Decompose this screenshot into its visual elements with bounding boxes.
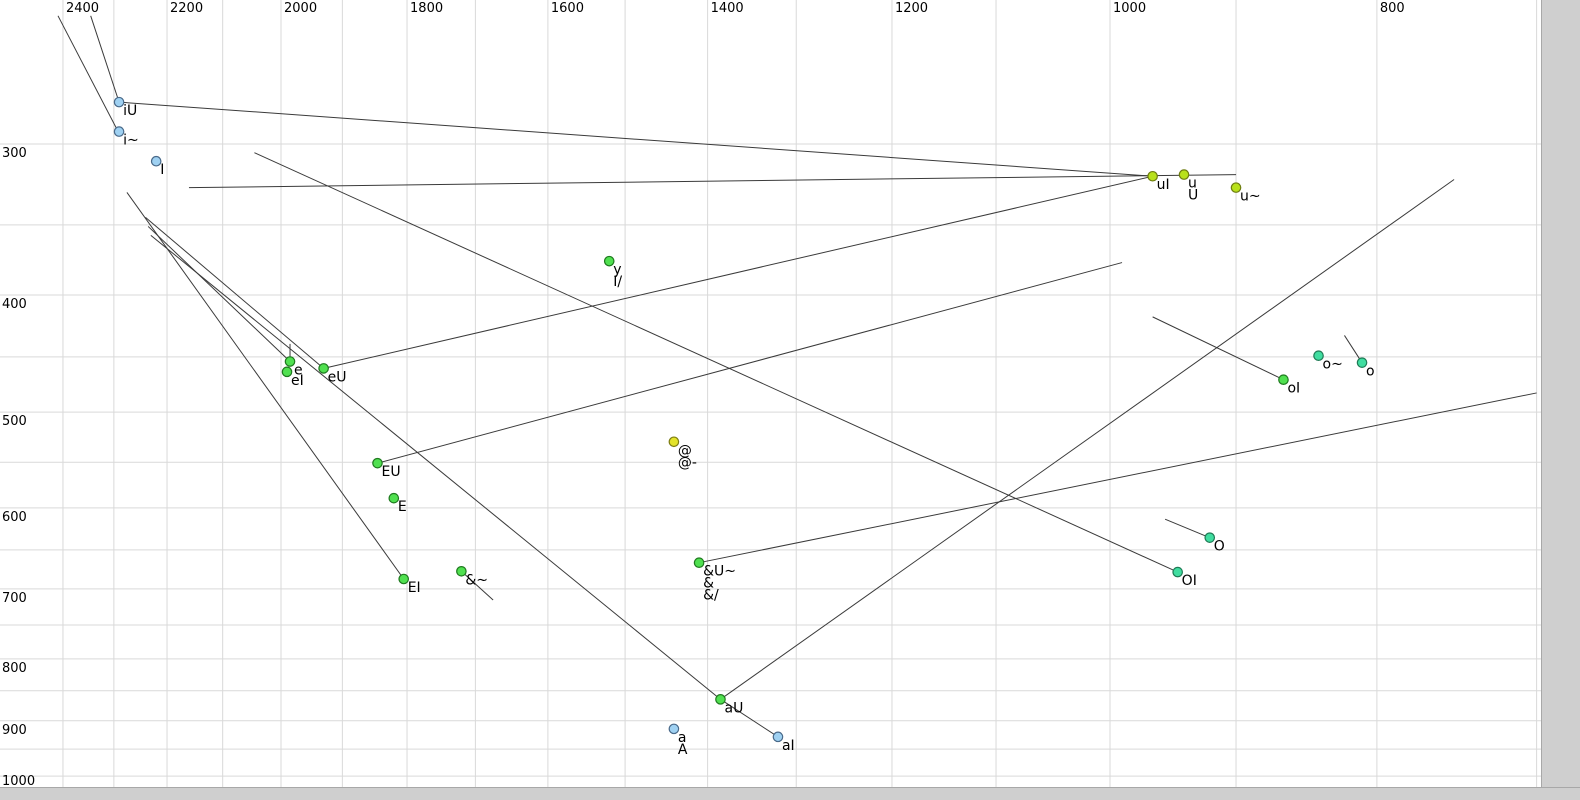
- vowel-label-&U~: &U~: [703, 564, 736, 580]
- window-right-border: [1541, 0, 1580, 800]
- x-tick-label: 1600: [551, 1, 584, 16]
- vowel-label-o~: o~: [1323, 357, 1343, 373]
- vowel-point-i~: [113, 126, 125, 137]
- x-tick-label: 2400: [66, 1, 99, 16]
- y-tick-label: 500: [2, 414, 27, 429]
- vowel-label-eU: eU: [328, 369, 347, 385]
- vowel-label-&~: &~: [465, 572, 488, 588]
- vowel-label-aI: aI: [782, 738, 795, 754]
- vowel-label-@: @: [678, 443, 692, 459]
- vowel-point-aI: [772, 731, 784, 743]
- trajectory-iU-to-uI: [119, 101, 1153, 177]
- vowel-point-a: [668, 723, 680, 735]
- vowel-label-y: y: [613, 262, 621, 278]
- vowel-label-A: A: [678, 742, 688, 758]
- x-tick-label: 1200: [895, 1, 928, 16]
- vowel-label-u~: u~: [1240, 189, 1261, 205]
- x-tick-label: 1400: [711, 1, 744, 16]
- y-tick-label: 400: [2, 297, 27, 312]
- vowel-label-aU: aU: [724, 700, 743, 716]
- x-tick-label: 1800: [410, 1, 443, 16]
- vowel-point-&~: [456, 565, 467, 577]
- trajectory-into-iU: [90, 15, 120, 103]
- vowel-point-EI: [398, 573, 410, 585]
- vowel-label-o: o: [1366, 364, 1375, 380]
- x-tick-label: 800: [1380, 1, 1405, 16]
- vowel-point-E: [388, 492, 400, 504]
- x-tick-label: 2200: [170, 1, 203, 16]
- window-bottom-border: [0, 787, 1580, 800]
- trajectory-EU-glide: [377, 262, 1123, 464]
- vowel-label-eI: eI: [291, 373, 304, 389]
- vowel-label-i~: i~: [123, 133, 139, 149]
- trajectory-aU-to-aI: [720, 698, 779, 738]
- vowel-point-OI: [1172, 566, 1183, 578]
- vowel-label-U: U: [1188, 188, 1198, 204]
- trajectory-I-to-u: [188, 174, 1237, 189]
- trajectory-into-O: [1164, 518, 1210, 539]
- y-tick-label: 600: [2, 510, 27, 525]
- vowel-label-u: u: [1188, 176, 1197, 192]
- vowel-point-oI: [1278, 374, 1289, 385]
- vowel-label-&/: &/: [703, 588, 719, 604]
- vowel-label-a: a: [678, 730, 687, 746]
- vowel-point-eI: [281, 366, 293, 378]
- gridlines: [0, 0, 1542, 788]
- y-tick-label: 300: [2, 146, 27, 161]
- x-tick-label: 2000: [284, 1, 317, 16]
- x-tick-label: 1000: [1113, 1, 1146, 16]
- y-tick-label: 900: [2, 723, 27, 738]
- vowel-label-@-: @-: [678, 455, 697, 471]
- vowel-point-EU: [372, 457, 383, 469]
- vowel-label-O: O: [1214, 539, 1225, 555]
- vowel-point-iU: [113, 96, 125, 108]
- trajectory-into-i~: [57, 15, 120, 134]
- vowel-points: iU i~ IyI/eeI eU EU E EI &~ @@- &U~&&/ aU aA aI uI uU u…: [113, 96, 1375, 758]
- trajectory-into-eU: [145, 216, 324, 369]
- y-axis-tick-labels: 300 400 500 600 700 800 900 1000: [2, 146, 35, 789]
- trajectory-eU-to-uI: [323, 175, 1153, 369]
- y-tick-label: 700: [2, 591, 27, 606]
- vowel-label-E: E: [398, 499, 407, 515]
- vowel-label-OI: OI: [1182, 573, 1197, 589]
- vowel-label-&: &: [703, 576, 714, 592]
- vowel-point-u: [1178, 169, 1190, 180]
- vowel-label-I/: I/: [613, 274, 622, 290]
- trajectory-&~-glide: [461, 570, 494, 601]
- vowel-point-@: [668, 436, 680, 448]
- y-tick-label: 1000: [2, 774, 35, 789]
- trajectory-into-e: [147, 226, 291, 362]
- vowel-point-O: [1204, 532, 1216, 543]
- vowel-point-eU: [318, 363, 329, 374]
- y-tick-label: 800: [2, 661, 27, 676]
- vowel-point-e: [284, 356, 296, 367]
- vowel-label-EU: EU: [381, 464, 400, 480]
- trajectory-lines: [57, 15, 1537, 738]
- vowel-point-&U~: [693, 557, 705, 568]
- trajectory-&U~-glide: [698, 392, 1537, 564]
- vowel-label-uI: uI: [1157, 177, 1170, 193]
- trajectory-into-aU: [150, 234, 721, 700]
- trajectory-into-OI: [254, 152, 1178, 573]
- vowel-point-u~: [1230, 182, 1242, 193]
- trajectory-into-oI: [1152, 316, 1284, 381]
- vowel-label-I: I: [160, 162, 164, 178]
- vowel-label-iU: iU: [123, 103, 137, 119]
- x-axis-tick-labels: 2400 2200 2000 1800 1600 1400 1200 1000 800: [66, 1, 1405, 16]
- trajectory-into-EI: [126, 192, 405, 580]
- vowel-point-aU: [715, 694, 726, 705]
- trajectory-into-aU-2: [720, 179, 1455, 700]
- vowel-label-e: e: [294, 363, 303, 379]
- vowel-point-o~: [1313, 350, 1324, 362]
- vowel-label-oI: oI: [1287, 381, 1300, 397]
- vowel-point-uI: [1147, 170, 1158, 182]
- vowel-point-I: [150, 155, 162, 167]
- vowel-label-EI: EI: [408, 580, 421, 596]
- vowel-point-o: [1356, 357, 1368, 368]
- vowel-point-y: [603, 255, 615, 267]
- trajectory-into-o: [1344, 335, 1363, 363]
